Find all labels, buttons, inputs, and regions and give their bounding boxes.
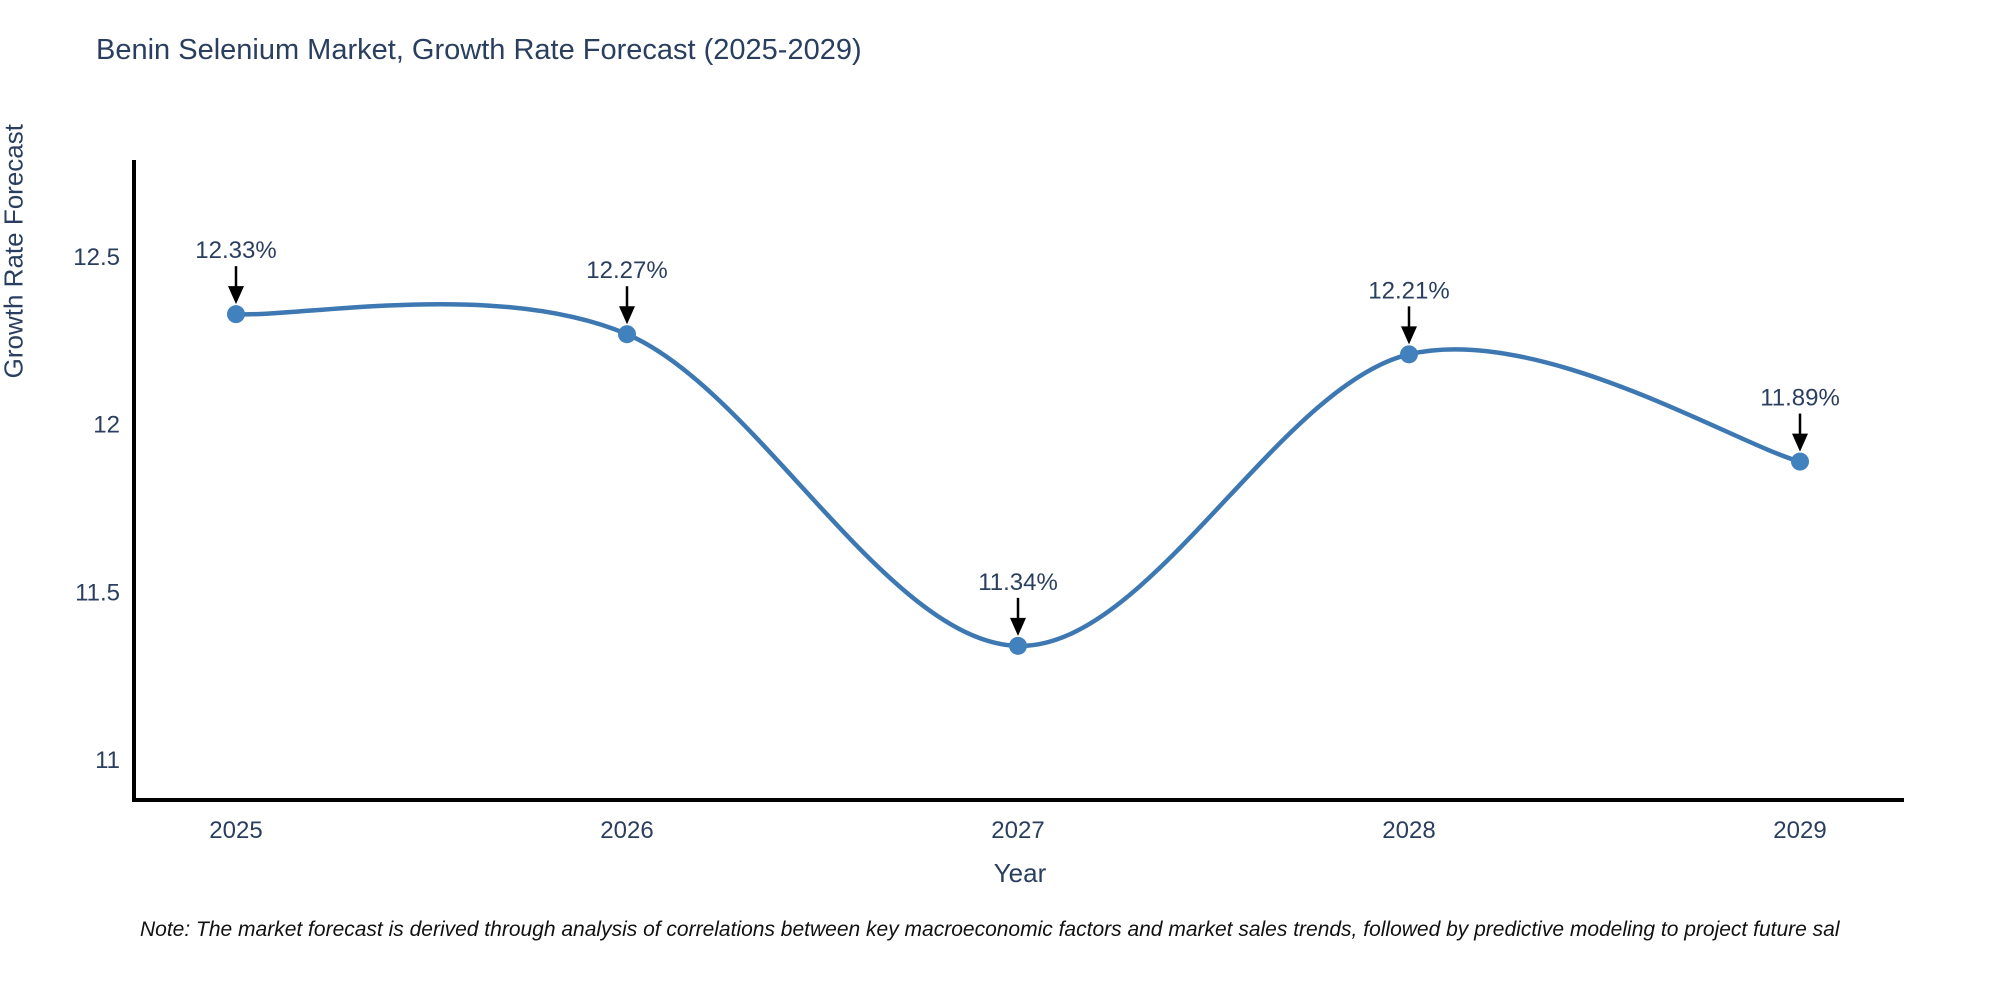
data-point-marker — [1791, 452, 1809, 471]
y-axis-tick-labels: 11 11.5 12 12.5 — [73, 244, 120, 774]
x-axis-tick-labels: 2025 2026 2027 2028 2029 — [209, 817, 1826, 844]
point-annotation-label: 11.34% — [978, 569, 1058, 596]
axes — [132, 160, 1904, 802]
annotation-arrowhead-icon — [619, 306, 635, 325]
y-tick-label: 12 — [93, 412, 120, 439]
y-tick-label: 11 — [95, 747, 120, 774]
annotation-arrowhead-icon — [1401, 326, 1417, 345]
data-point-marker — [227, 305, 245, 324]
x-tick-label: 2029 — [1773, 817, 1826, 844]
annotation-arrowhead-icon — [1792, 433, 1808, 452]
x-tick-label: 2026 — [600, 817, 653, 844]
x-tick-label: 2027 — [991, 817, 1044, 844]
point-annotation-label: 12.33% — [195, 237, 276, 264]
data-point-markers — [227, 305, 1809, 655]
annotation-arrowhead-icon — [1010, 617, 1026, 636]
point-annotation-label: 12.27% — [586, 257, 667, 284]
annotation-arrowhead-icon — [228, 286, 244, 305]
point-annotations: 12.33% 12.27% 11.34% 12.21% 11.89% — [195, 237, 1840, 636]
chart-title: Benin Selenium Market, Growth Rate Forec… — [96, 34, 862, 66]
point-annotation-label: 12.21% — [1368, 277, 1449, 304]
x-tick-label: 2028 — [1382, 817, 1435, 844]
x-tick-label: 2025 — [209, 817, 262, 844]
y-tick-label: 11.5 — [75, 579, 120, 606]
data-point-marker — [1009, 636, 1027, 655]
x-axis-title: Year — [993, 858, 1047, 888]
y-axis-title: Growth Rate Forecast — [0, 124, 29, 379]
data-point-marker — [618, 325, 636, 344]
point-annotation-label: 11.89% — [1760, 385, 1840, 412]
data-point-marker — [1400, 345, 1418, 364]
footnote: Note: The market forecast is derived thr… — [140, 918, 1840, 941]
y-tick-label: 12.5 — [73, 244, 120, 271]
